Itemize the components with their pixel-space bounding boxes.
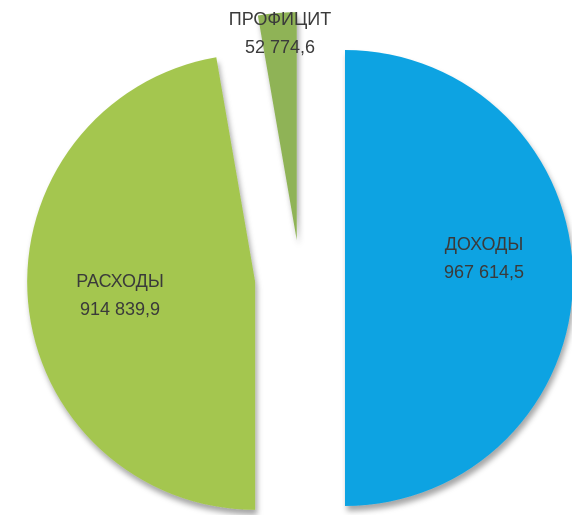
pie-slice — [345, 50, 572, 506]
pie-slice — [27, 57, 256, 510]
pie-slice — [257, 12, 297, 241]
slice-value: 914 839,9 — [80, 299, 160, 319]
slice-label: РАСХОДЫ — [76, 271, 164, 291]
slice-value: 967 614,5 — [444, 262, 524, 282]
slice-value: 52 774,6 — [245, 37, 315, 57]
slice-label: ПРОФИЦИТ — [229, 9, 331, 29]
slice-label: ДОХОДЫ — [445, 234, 524, 254]
